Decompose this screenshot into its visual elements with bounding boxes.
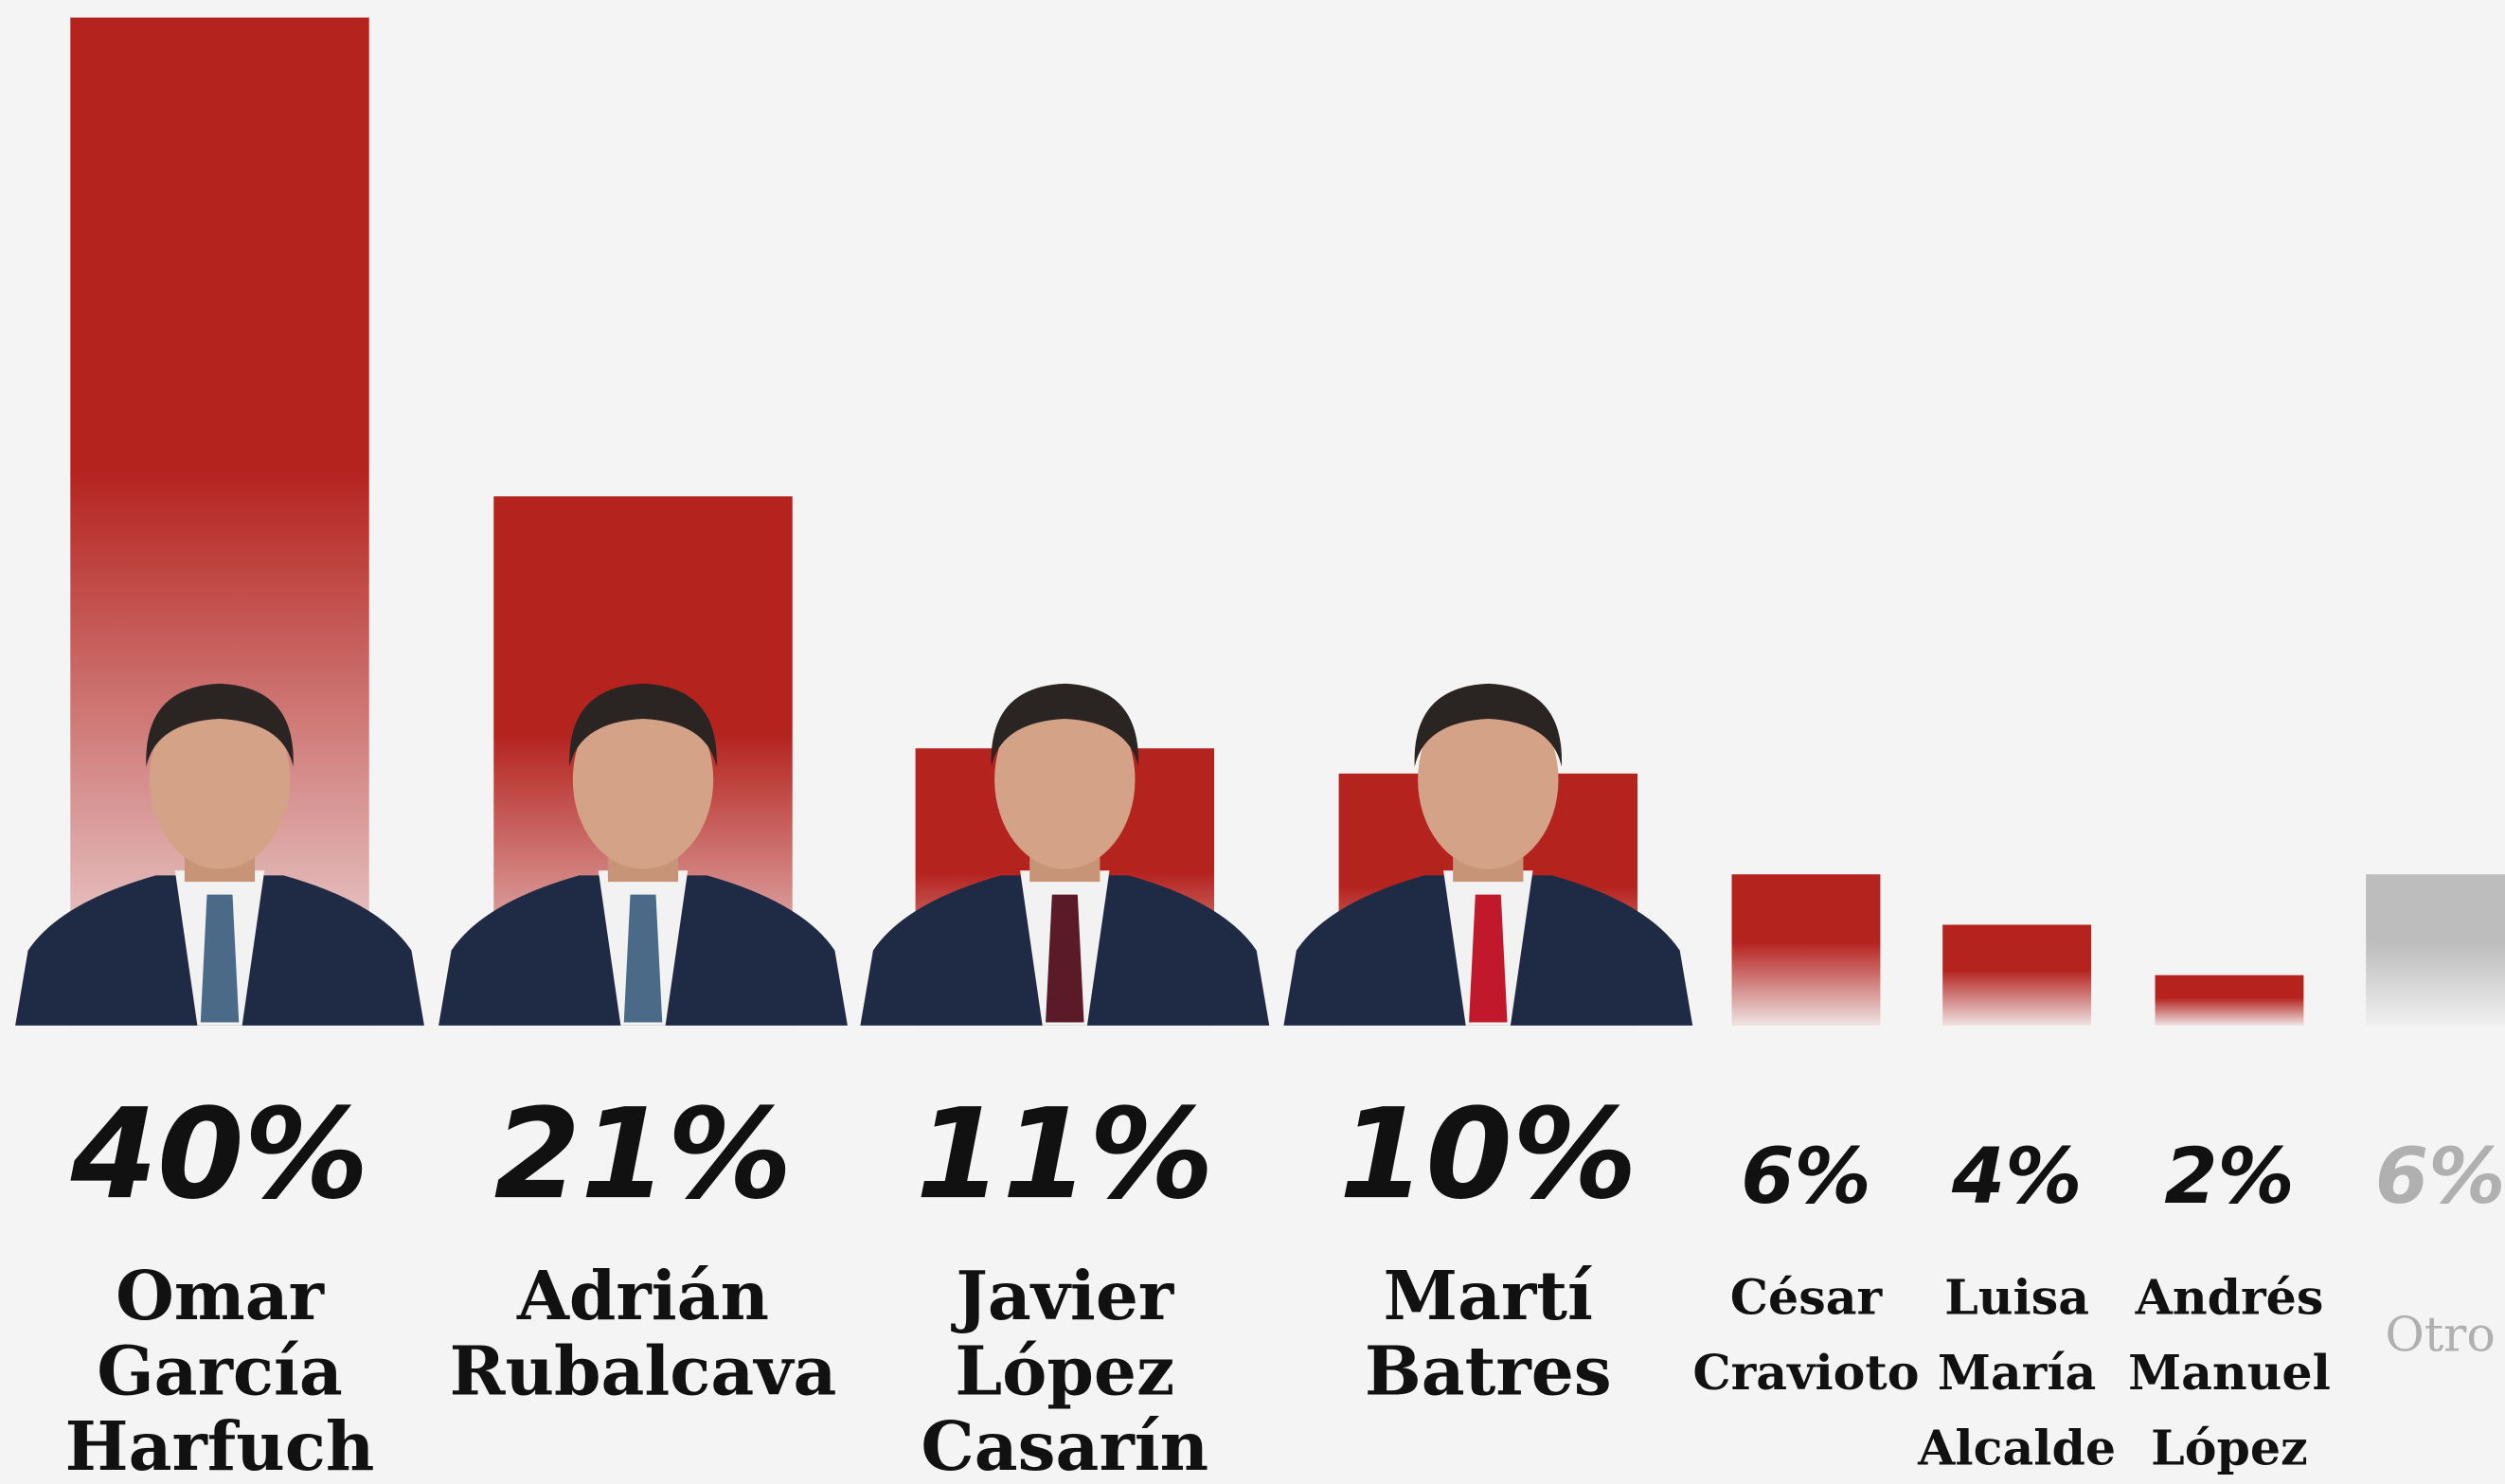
bar bbox=[1942, 924, 2092, 1026]
x-tick-label: Omar bbox=[116, 1256, 326, 1335]
value-label: 10% bbox=[1339, 1082, 1637, 1227]
portrait bbox=[1283, 683, 1693, 1026]
x-tick-label: Rubalcava bbox=[450, 1331, 837, 1410]
value-label: 6% bbox=[1741, 1133, 1870, 1222]
x-tick-label: López bbox=[2151, 1419, 2308, 1475]
portrait bbox=[438, 683, 848, 1026]
bar bbox=[1731, 874, 1881, 1026]
portrait bbox=[860, 683, 1270, 1026]
value-label: 40% bbox=[70, 1082, 369, 1227]
portrait bbox=[15, 683, 424, 1026]
value-label: 2% bbox=[2164, 1133, 2294, 1222]
x-tick-label: Casarín bbox=[921, 1406, 1208, 1484]
portrait-hair bbox=[569, 683, 717, 767]
x-tick-label: Martí bbox=[1384, 1256, 1593, 1335]
portrait-face bbox=[149, 689, 291, 869]
bar bbox=[2366, 874, 2505, 1026]
x-tick-label: Javier bbox=[950, 1256, 1175, 1335]
x-tick-label: Harfuch bbox=[65, 1406, 375, 1484]
portrait-hair bbox=[991, 683, 1139, 767]
x-tick-label: Andrés bbox=[2135, 1269, 2324, 1326]
x-tick-label: Alcalde bbox=[1917, 1419, 2116, 1475]
portrait-hair bbox=[146, 683, 294, 767]
portrait-hair bbox=[1414, 683, 1563, 767]
portrait-face bbox=[1418, 689, 1559, 869]
value-label: 21% bbox=[494, 1082, 793, 1227]
x-tick-label: Adrián bbox=[516, 1256, 769, 1335]
x-tick-label: García bbox=[97, 1331, 343, 1410]
portrait-tie bbox=[1046, 894, 1084, 1023]
portrait-tie bbox=[623, 894, 663, 1023]
x-tick-label: Luisa bbox=[1944, 1269, 2089, 1326]
portrait-tie bbox=[200, 894, 240, 1023]
x-tick-label: César bbox=[1730, 1269, 1884, 1326]
x-tick-label: Batres bbox=[1365, 1331, 1612, 1410]
x-tick-label: Cravioto bbox=[1692, 1344, 1919, 1401]
value-label: 6% bbox=[2375, 1133, 2505, 1222]
x-tick-label: López bbox=[955, 1331, 1174, 1410]
x-tick-label: Otro bbox=[2385, 1307, 2495, 1363]
value-label: 4% bbox=[1951, 1133, 2082, 1222]
portrait-tie bbox=[1469, 894, 1508, 1023]
portrait-face bbox=[994, 689, 1136, 869]
portrait-face bbox=[572, 689, 714, 869]
bar bbox=[2155, 974, 2304, 1026]
x-tick-label: María bbox=[1938, 1344, 2096, 1401]
value-label: 11% bbox=[916, 1082, 1214, 1227]
x-tick-label: Manuel bbox=[2128, 1344, 2331, 1401]
